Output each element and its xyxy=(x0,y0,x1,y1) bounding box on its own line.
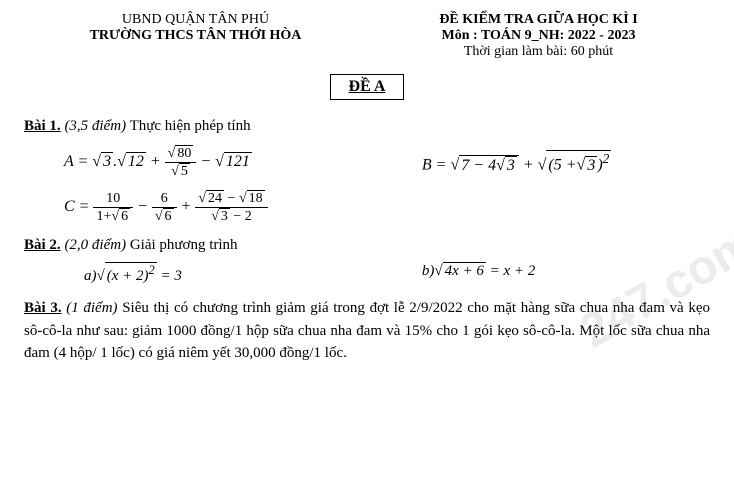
problem-3-label: Bài 3. xyxy=(24,300,62,316)
expression-b: B = √7 − 4√3 + √(5 +√3)2 xyxy=(422,150,611,174)
exam-code-container: ĐỀ A xyxy=(24,74,710,100)
subject-line: Môn : TOÁN 9_NH: 2022 - 2023 xyxy=(367,28,710,44)
exam-code-label: ĐỀ A xyxy=(330,74,405,100)
problem-2-instruction: Giải phương trình xyxy=(130,237,238,253)
document-header: UBND QUẬN TÂN PHÚ TRƯỜNG THCS TÂN THỚI H… xyxy=(24,12,710,60)
problem-1-title: Bài 1. (3,5 điểm) Thực hiện phép tính xyxy=(24,118,710,135)
problem-2-label: Bài 2. xyxy=(24,237,61,253)
problem-1-row-1: A = √3.√12 + √80 √5 − √121 B = √7 − 4√3 … xyxy=(64,145,710,180)
problem-2-title: Bài 2. (2,0 điểm) Giải phương trình xyxy=(24,237,710,254)
duration-line: Thời gian làm bài: 60 phút xyxy=(367,44,710,60)
equation-a: a)√(x + 2)2 = 3 xyxy=(84,262,182,285)
equation-b: b)√4x + 6 = x + 2 xyxy=(422,262,535,285)
problem-3: Bài 3. (1 điểm) Siêu thị có chương trình… xyxy=(24,297,710,365)
header-right: ĐỀ KIỂM TRA GIỮA HỌC KÌ I Môn : TOÁN 9_N… xyxy=(367,12,710,60)
problem-1: Bài 1. (3,5 điểm) Thực hiện phép tính A … xyxy=(24,118,710,225)
expression-c: C = 10 1+√6 − 6 √6 + √24 − √18 √3 − 2 xyxy=(64,190,710,225)
problem-2-equations: a)√(x + 2)2 = 3 b)√4x + 6 = x + 2 xyxy=(84,262,710,285)
exam-title: ĐỀ KIỂM TRA GIỮA HỌC KÌ I xyxy=(367,12,710,28)
expr-b-label: B = xyxy=(422,157,447,174)
problem-3-body: Siêu thị có chương trình giảm giá trong … xyxy=(24,300,710,361)
problem-1-points: (3,5 điểm) xyxy=(64,118,126,134)
problem-2-points: (2,0 điểm) xyxy=(64,237,126,253)
problem-1-instruction: Thực hiện phép tính xyxy=(130,118,251,134)
expression-a: A = √3.√12 + √80 √5 − √121 xyxy=(64,145,252,180)
district-name: UBND QUẬN TÂN PHÚ xyxy=(24,12,367,28)
problem-2: Bài 2. (2,0 điểm) Giải phương trình a)√(… xyxy=(24,237,710,285)
problem-1-label: Bài 1. xyxy=(24,118,61,134)
expr-c-label: C = xyxy=(64,198,89,215)
header-left: UBND QUẬN TÂN PHÚ TRƯỜNG THCS TÂN THỚI H… xyxy=(24,12,367,60)
problem-3-points: (1 điểm) xyxy=(66,300,117,316)
problem-3-text: Bài 3. (1 điểm) Siêu thị có chương trình… xyxy=(24,297,710,365)
school-name: TRƯỜNG THCS TÂN THỚI HÒA xyxy=(24,28,367,44)
expr-a-label: A = xyxy=(64,153,88,170)
